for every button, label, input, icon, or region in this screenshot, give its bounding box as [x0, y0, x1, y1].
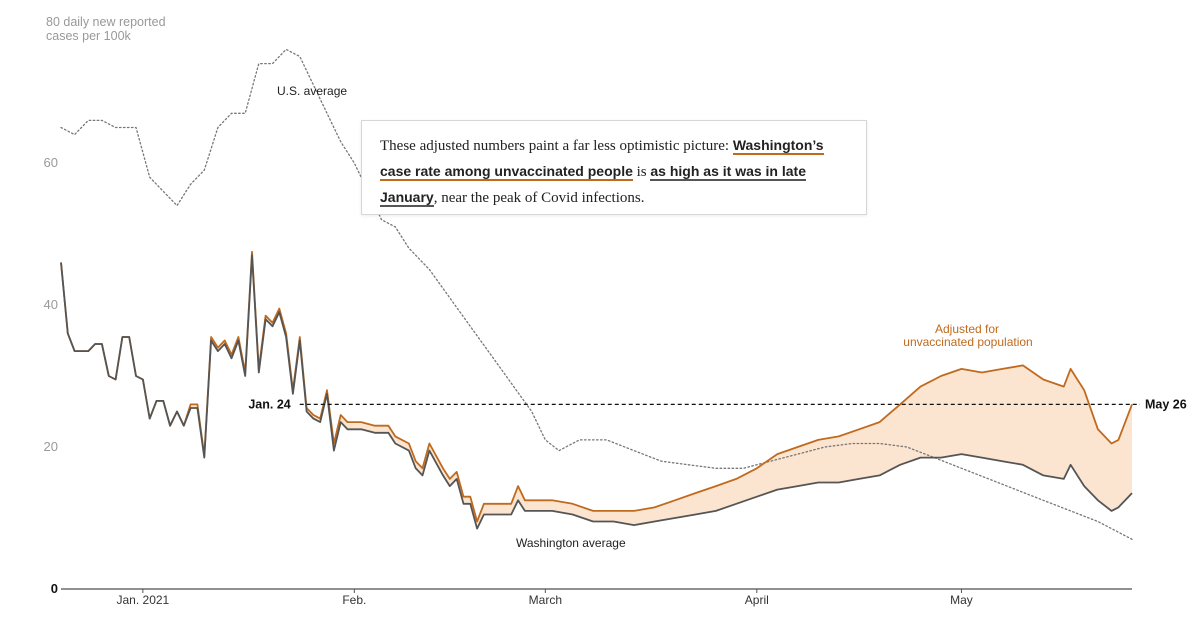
- callout-middle: is: [632, 164, 651, 180]
- washington-average-label: Washington average: [516, 536, 626, 550]
- reference-start-label: Jan. 24: [248, 397, 290, 411]
- adjusted-label-line-1: Adjusted for: [935, 322, 999, 336]
- callout-highlight-unvaccinated: Washington’s case rate among unvaccinate…: [380, 137, 824, 181]
- reference-end-label: May 26: [1145, 397, 1187, 411]
- y-axis-label-line-1: 80 daily new reported: [46, 15, 166, 29]
- callout-suffix: , near the peak of Covid infections.: [433, 190, 645, 206]
- washington-average-line: [60, 254, 1133, 530]
- x-tick-label-0: Jan. 2021: [117, 593, 170, 607]
- x-tick-label-1: Feb.: [342, 593, 366, 607]
- adjusted-gap-band: [61, 251, 1132, 529]
- adjusted-label-line-2: unvaccinated population: [903, 335, 1032, 349]
- y-axis-label-line-2: cases per 100k: [46, 29, 132, 43]
- y-tick-label-20: 20: [44, 439, 58, 454]
- y-tick-label-40: 40: [44, 297, 58, 312]
- callout-prefix: These adjusted numbers paint a far less …: [380, 138, 733, 154]
- x-tick-label-3: April: [745, 593, 769, 607]
- annotation-callout: These adjusted numbers paint a far less …: [361, 120, 867, 215]
- x-tick-label-2: March: [529, 593, 562, 607]
- y-tick-label-60: 60: [44, 155, 58, 170]
- y-tick-label-0: 0: [51, 581, 58, 596]
- callout-highlight-late-january: as high as it was in late January: [380, 163, 806, 207]
- us-average-line: [60, 48, 1133, 540]
- x-tick-label-4: May: [950, 593, 973, 607]
- us-average-label: U.S. average: [277, 84, 347, 98]
